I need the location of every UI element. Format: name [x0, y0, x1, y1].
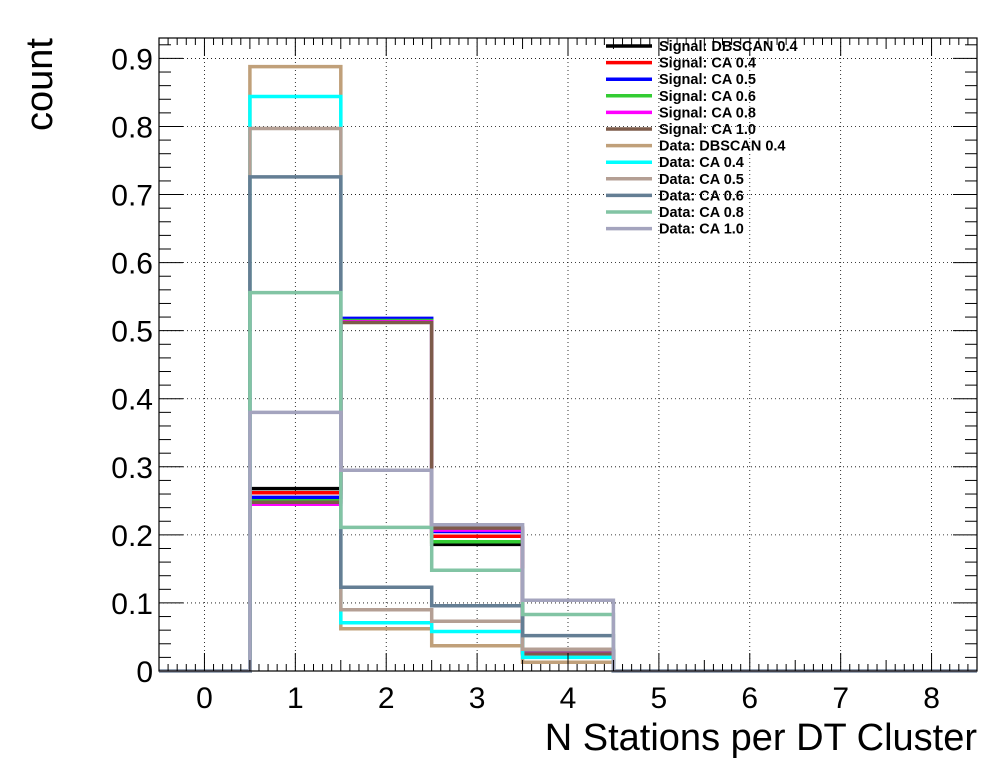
- y-tick-label: 0.8: [111, 111, 153, 144]
- series-line-7: [159, 64, 977, 673]
- x-tick-label: 5: [651, 682, 668, 715]
- legend-label: Signal: CA 1.0: [659, 122, 756, 138]
- axis-ticks: [158, 38, 978, 672]
- legend-label: Signal: DBSCAN 0.4: [659, 39, 798, 55]
- y-tick-label: 0.2: [111, 520, 153, 553]
- x-tick-label: 6: [741, 682, 758, 715]
- x-tick-label: 8: [923, 682, 940, 715]
- y-tick-label: 0.7: [111, 180, 153, 213]
- legend-label: Data: CA 0.6: [659, 188, 744, 204]
- y-tick-label: 0.3: [111, 452, 153, 485]
- legend-label: Data: CA 0.4: [659, 155, 744, 171]
- grid-lines: [159, 38, 977, 672]
- x-tick-label: 2: [378, 682, 395, 715]
- legend-label: Data: CA 1.0: [659, 222, 744, 238]
- y-tick-labels: 0 0.1 0.2 0.3 0.4 0.5 0.6 0.7 0.8 0.9: [111, 43, 153, 689]
- y-tick-label: 0.6: [111, 248, 153, 281]
- y-tick-label: 0.9: [111, 43, 153, 76]
- y-tick-label: 0.4: [111, 384, 153, 417]
- x-tick-label: 4: [560, 682, 577, 715]
- x-axis-title: N Stations per DT Cluster: [545, 717, 978, 759]
- x-tick-label: 0: [196, 682, 213, 715]
- legend-label: Data: CA 0.5: [659, 172, 744, 188]
- series-line-11: [159, 290, 977, 673]
- legend-label: Signal: CA 0.8: [659, 105, 756, 121]
- histogram-series: [159, 64, 977, 673]
- legend-label: Signal: CA 0.4: [659, 56, 756, 72]
- y-axis-title: count: [19, 38, 61, 131]
- series-line-10: [159, 175, 977, 673]
- y-tick-label: 0.1: [111, 588, 153, 621]
- x-tick-labels: 0 1 2 3 4 5 6 7 8: [196, 682, 940, 715]
- series-line-9: [159, 126, 977, 673]
- legend-label: Signal: CA 0.5: [659, 72, 756, 88]
- x-tick-label: 1: [287, 682, 304, 715]
- legend-label: Data: CA 0.8: [659, 205, 744, 221]
- legend-label: Signal: CA 0.6: [659, 89, 756, 105]
- series-line-12: [159, 410, 977, 673]
- legend-label: Data: DBSCAN 0.4: [659, 139, 786, 155]
- x-tick-label: 3: [469, 682, 486, 715]
- x-tick-label: 7: [832, 682, 849, 715]
- y-tick-label: 0.5: [111, 316, 153, 349]
- y-tick-label: 0: [136, 656, 153, 689]
